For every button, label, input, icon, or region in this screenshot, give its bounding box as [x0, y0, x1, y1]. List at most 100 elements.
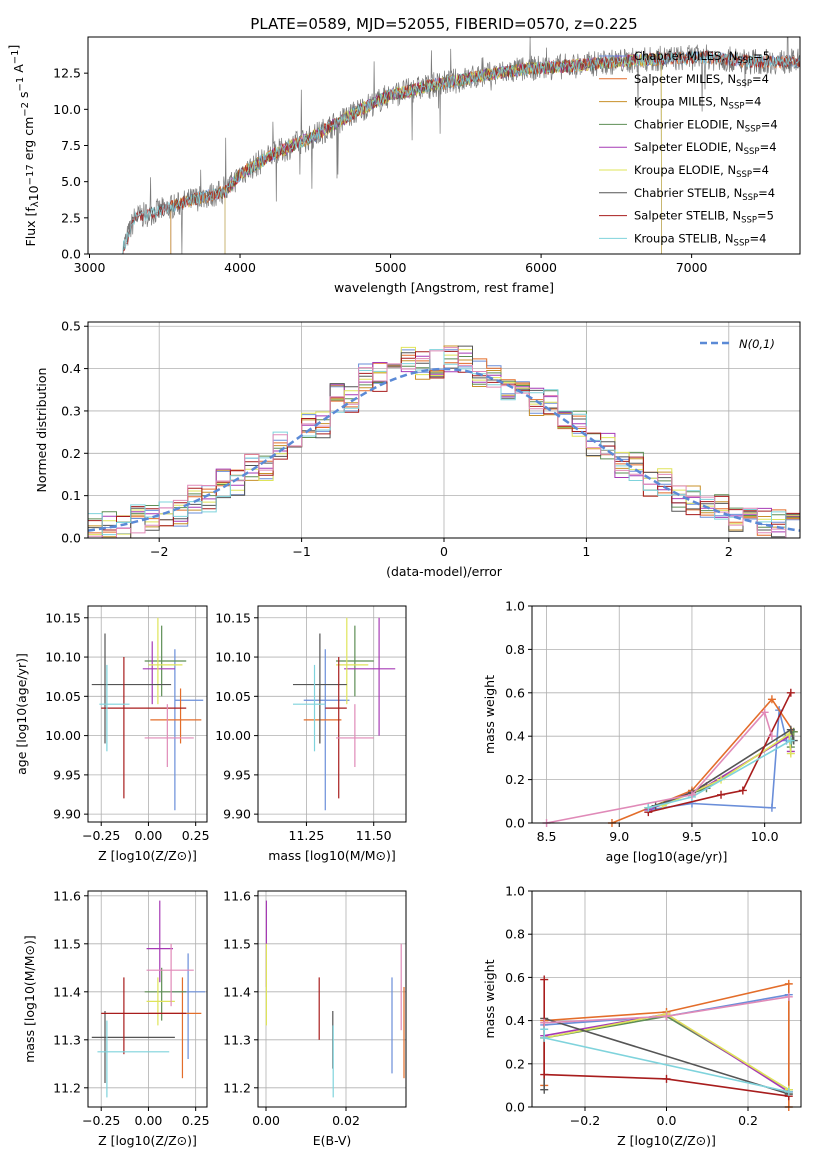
age-vs-Z-ytick-label: 10.05	[45, 689, 81, 704]
spectrum-ylabel-part: −17	[25, 164, 36, 185]
spectrum-ytick-label: 5.0	[61, 174, 81, 189]
residuals-ylabel: Normed distribution	[34, 368, 49, 493]
mass-weight-vs-age-ytick-label: 0.2	[505, 772, 525, 787]
legend-label-tail: =4	[752, 163, 769, 177]
mass-weight-marker	[717, 790, 726, 799]
residuals-xtick-label: −2	[150, 544, 168, 559]
legend-label-tail: =5	[757, 209, 774, 223]
age-vs-Z-xtick-label: 0.00	[135, 828, 163, 843]
legend-label: Salpeter ELODIE, NSSP=4	[634, 140, 777, 157]
spectrum-ylabel-part: A	[11, 64, 26, 77]
mass-weight-marker	[767, 732, 776, 741]
legend-label-tail: =4	[760, 140, 777, 154]
age-vs-mass-ytick-label: 9.95	[223, 767, 251, 782]
mass-weight-marker	[540, 1033, 549, 1042]
legend-label: Kroupa ELODIE, NSSP=4	[634, 163, 769, 180]
mass-weight-marker	[760, 708, 769, 717]
residuals-ytick-label: 0.4	[61, 361, 81, 376]
spectrum-xtick-label: 6000	[525, 260, 557, 275]
mass-weight-vs-Z-ytick-label: 0.8	[505, 927, 525, 942]
age-vs-mass-ytick-label: 10.15	[215, 610, 251, 625]
age-vs-mass-ytick-label: 9.90	[223, 807, 251, 822]
mass-weight-vs-age-frame	[531, 605, 802, 824]
mass-weight-marker	[786, 688, 795, 697]
residuals-xtick-label: 0	[440, 544, 448, 559]
residuals-ytick-label: 0.2	[61, 446, 81, 461]
spectrum-ylabel-part: erg cm	[21, 117, 36, 165]
mass-weight-vs-Z-xtick-label: 0.2	[738, 1113, 758, 1128]
mass-weight-marker	[662, 1012, 671, 1021]
spectrum-ylabel-part: λ	[30, 201, 41, 207]
mass-weight-marker	[687, 790, 696, 799]
residuals-xtick-label: 1	[582, 544, 590, 559]
legend-label-tail: =4	[752, 72, 769, 86]
mass-weight-marker	[767, 803, 776, 812]
residuals-xlabel: (data-model)/error	[386, 564, 503, 579]
mass-weight-marker	[540, 1018, 549, 1027]
mass-weight-marker	[540, 1085, 549, 1094]
age-vs-mass-ytick-label: 10.10	[215, 650, 251, 665]
spectrum-ylabel-part: −1	[15, 77, 26, 92]
age-vs-mass-ytick-label: 10.00	[215, 728, 251, 743]
mass-vs-ebv-plot-area	[265, 900, 405, 1098]
spectrum-ytick-label: 12.5	[53, 66, 81, 81]
age-vs-mass-xlabel: mass [log10(M/M⊙)]	[268, 848, 396, 863]
residuals-ytick-label: 0.0	[61, 531, 81, 546]
mass-vs-Z-frame	[87, 890, 208, 1108]
mass-vs-ebv-ytick-label: 11.2	[223, 1080, 251, 1095]
mass-vs-Z-xtick-label: 0.00	[135, 1113, 163, 1128]
mass-vs-ebv-xtick-label: 0.02	[332, 1113, 360, 1128]
mass-vs-ebv-frame	[257, 890, 407, 1108]
legend-label-main: Kroupa STELIB, N	[634, 231, 734, 245]
mass-weight-marker	[540, 1070, 549, 1079]
age-vs-Z-plot-area	[91, 617, 204, 811]
legend-label: Kroupa MILES, NSSP=4	[634, 95, 761, 112]
mass-vs-ebv-xlabel: E(B-V)	[313, 1133, 352, 1148]
mass-vs-Z-xtick-label: 0.25	[182, 1113, 210, 1128]
residuals-xtick-label: 2	[725, 544, 733, 559]
mass-vs-Z-ylabel: mass [log10(M/M⊙)]	[22, 935, 37, 1063]
mass-weight-line	[546, 710, 773, 824]
age-vs-Z-frame	[87, 605, 208, 823]
mass-weight-vs-Z-ytick-label: 0.6	[505, 970, 525, 985]
age-vs-Z-axes: −0.25 0.00 0.25 9.90 9.95 10.00 10.05 10.10 10.1…	[14, 605, 210, 863]
mass-weight-vs-age-ytick-label: 1.0	[505, 599, 525, 614]
mass-weight-marker	[540, 975, 549, 984]
age-vs-mass-xtick-label: 11.50	[356, 828, 392, 843]
spectrum-ylabel-part: Flux [f	[23, 207, 38, 247]
mass-weight-marker	[644, 803, 653, 812]
spectrum-xtick-label: 5000	[375, 260, 407, 275]
spectrum-xtick-label: 7000	[676, 260, 708, 275]
mass-weight-vs-age-xtick-label: 9.5	[682, 829, 702, 844]
mass-weight-vs-age-ylabel: mass weight	[482, 675, 497, 754]
spectrum-plot-area	[122, 37, 800, 254]
mass-weight-vs-Z-xtick-label: 0.0	[657, 1113, 677, 1128]
mass-weight-vs-Z-ytick-label: 0.0	[505, 1100, 525, 1115]
mass-vs-Z-xlabel: Z [log10(Z/Z⊙)]	[98, 1133, 197, 1148]
age-vs-mass-ytick-label: 10.05	[215, 689, 251, 704]
mass-vs-ebv-ytick-label: 11.4	[223, 984, 251, 999]
legend-label: Chabrier ELODIE, NSSP=4	[634, 117, 778, 134]
residuals-ytick-label: 0.1	[61, 488, 81, 503]
age-vs-mass-axes: 11.25 11.50 9.90 9.95 10.00 10.05 10.10 10.15 ma…	[215, 605, 407, 863]
legend-label-sub: SSP	[742, 193, 758, 203]
age-vs-Z-xtick-label: 0.25	[182, 828, 210, 843]
spectrum-ytick-label: 2.5	[61, 210, 81, 225]
legend-label-tail: =4	[744, 95, 761, 109]
legend-label: Chabrier MILES, NSSP=5	[634, 49, 770, 66]
mass-weight-marker	[786, 736, 795, 745]
plot-layer: 3000 4000 5000 6000 70000.02.55.07.510.012.5…	[6, 36, 802, 1148]
mass-weight-vs-age-xlabel: age [log10(age/yr)]	[606, 849, 728, 864]
spectrum-ylabel-part: −1	[10, 49, 21, 64]
legend-label: Salpeter MILES, NSSP=4	[634, 72, 769, 89]
legend-label: Kroupa STELIB, NSSP=4	[634, 231, 766, 248]
spectrum-ylabel-part: −2	[20, 102, 31, 117]
mass-vs-Z-ytick-label: 11.5	[53, 936, 81, 951]
mass-weight-vs-age-axes: 8.5 9.0 9.5 10.0 0.0 0.2 0.4 0.6 0.8 1.0 age [log1…	[482, 599, 802, 864]
mass-weight-vs-age-xtick-label: 9.0	[609, 829, 629, 844]
mass-weight-vs-age-ytick-label: 0.4	[505, 729, 525, 744]
legend-label-sub: SSP	[736, 170, 752, 180]
legend-label-main: Chabrier ELODIE, N	[634, 117, 745, 131]
